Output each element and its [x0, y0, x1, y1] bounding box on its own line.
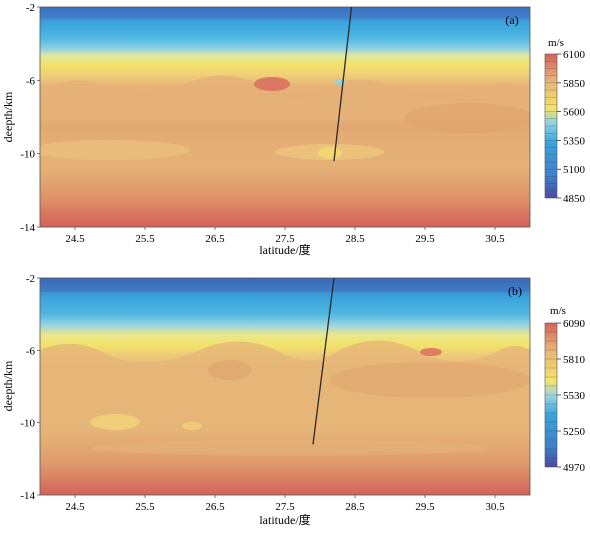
- colorbar-tick-label: 6100: [563, 49, 586, 61]
- panel-a-x-ticks: 24.5 25.5 26.5 27.5 28.5 29.5 30.5: [65, 227, 505, 245]
- x-tick-label: 24.5: [65, 233, 85, 245]
- colorbar-tick-label: 4970: [563, 462, 586, 474]
- x-tick-label: 29.5: [415, 233, 435, 245]
- x-tick-label: 30.5: [485, 233, 505, 245]
- x-tick-label: 25.5: [135, 233, 155, 245]
- panel-b-x-axis-label: latitude/度: [259, 512, 310, 527]
- x-tick-label: 27.5: [275, 501, 295, 513]
- panel-a-label: (a): [505, 13, 518, 27]
- x-tick-label: 30.5: [485, 501, 505, 513]
- panel-b-patch-1: [330, 362, 530, 398]
- panel-b-y-ticks: -2 -6 -10 -14: [20, 273, 40, 502]
- panel-a-undulation: [40, 75, 530, 120]
- panel-a-y-axis-label: deepth/km: [1, 91, 15, 142]
- panel-b-anomaly-red: [420, 348, 442, 356]
- panel-b-patch-2: [208, 360, 252, 380]
- panel-a-colorbar-ticks: 6100 5850 5600 5350 5100 4850: [545, 49, 586, 205]
- panel-a-top-band: [40, 7, 530, 19]
- panel-a-patch-2: [405, 103, 530, 133]
- y-tick-label: -10: [20, 149, 35, 161]
- panel-b-anomaly-yellow-1: [90, 414, 140, 430]
- y-tick-label: -6: [26, 75, 36, 87]
- panel-b-patch-3: [90, 440, 490, 456]
- x-tick-label: 24.5: [65, 501, 85, 513]
- panel-a-y-ticks: -2 -6 -10 -14: [20, 2, 40, 234]
- panel-a: (a) 24.5 25.5 26.5 27.5 28.5 29.5 30.5 -2 -6 -10…: [1, 2, 586, 257]
- panel-b-x-ticks: 24.5 25.5 26.5 27.5 28.5 29.5 30.5: [65, 495, 505, 513]
- panel-b-label: (b): [508, 284, 522, 298]
- panel-a-x-axis-label: latitude/度: [259, 242, 310, 257]
- colorbar-tick-label: 5530: [563, 390, 586, 402]
- panel-a-anomaly-red: [254, 77, 290, 91]
- colorbar-tick-label: 6090: [563, 318, 586, 330]
- panel-b-colorbar-unit: m/s: [550, 305, 566, 317]
- colorbar-tick-label: 5810: [563, 354, 586, 366]
- y-tick-label: -2: [26, 2, 35, 14]
- panel-a-anomaly-yellow: [318, 147, 342, 159]
- y-tick-label: -2: [26, 273, 35, 285]
- x-tick-label: 26.5: [205, 501, 225, 513]
- y-tick-label: -10: [20, 418, 35, 430]
- y-tick-label: -14: [20, 490, 35, 502]
- y-tick-label: -14: [20, 222, 35, 234]
- colorbar-tick-label: 5850: [563, 78, 586, 90]
- panel-b-anomaly-yellow-2: [182, 422, 202, 430]
- x-tick-label: 29.5: [415, 501, 435, 513]
- colorbar-tick-label: 5350: [563, 135, 586, 147]
- x-tick-label: 27.5: [275, 233, 295, 245]
- panel-a-heatmap: [40, 7, 530, 227]
- colorbar-tick-label: 4850: [563, 193, 586, 205]
- panel-b-colorbar-ticks: 6090 5810 5530 5250 4970: [545, 318, 586, 474]
- x-tick-label: 28.5: [345, 501, 365, 513]
- panel-b-profile-line: [312, 277, 335, 445]
- panel-a-profile-line: [333, 6, 353, 162]
- colorbar-tick-label: 5600: [563, 107, 586, 119]
- panel-a-colorbar-unit: m/s: [548, 37, 564, 49]
- colorbar-tick-label: 5250: [563, 426, 586, 438]
- panel-b-heatmap: [40, 278, 530, 495]
- colorbar-tick-label: 5100: [563, 164, 586, 176]
- panel-a-patch-1: [40, 140, 190, 160]
- x-tick-label: 26.5: [205, 233, 225, 245]
- panel-a-anomaly-cyan: [334, 79, 346, 85]
- x-tick-label: 28.5: [345, 233, 365, 245]
- panel-b-top-band: [40, 278, 530, 292]
- y-tick-label: -6: [26, 345, 36, 357]
- x-tick-label: 25.5: [135, 501, 155, 513]
- panel-b-y-axis-label: deepth/km: [1, 360, 15, 411]
- panel-b: (b) 24.5 25.5 26.5 27.5 28.5 29.5 30.5 -2 -6 -10…: [1, 273, 586, 527]
